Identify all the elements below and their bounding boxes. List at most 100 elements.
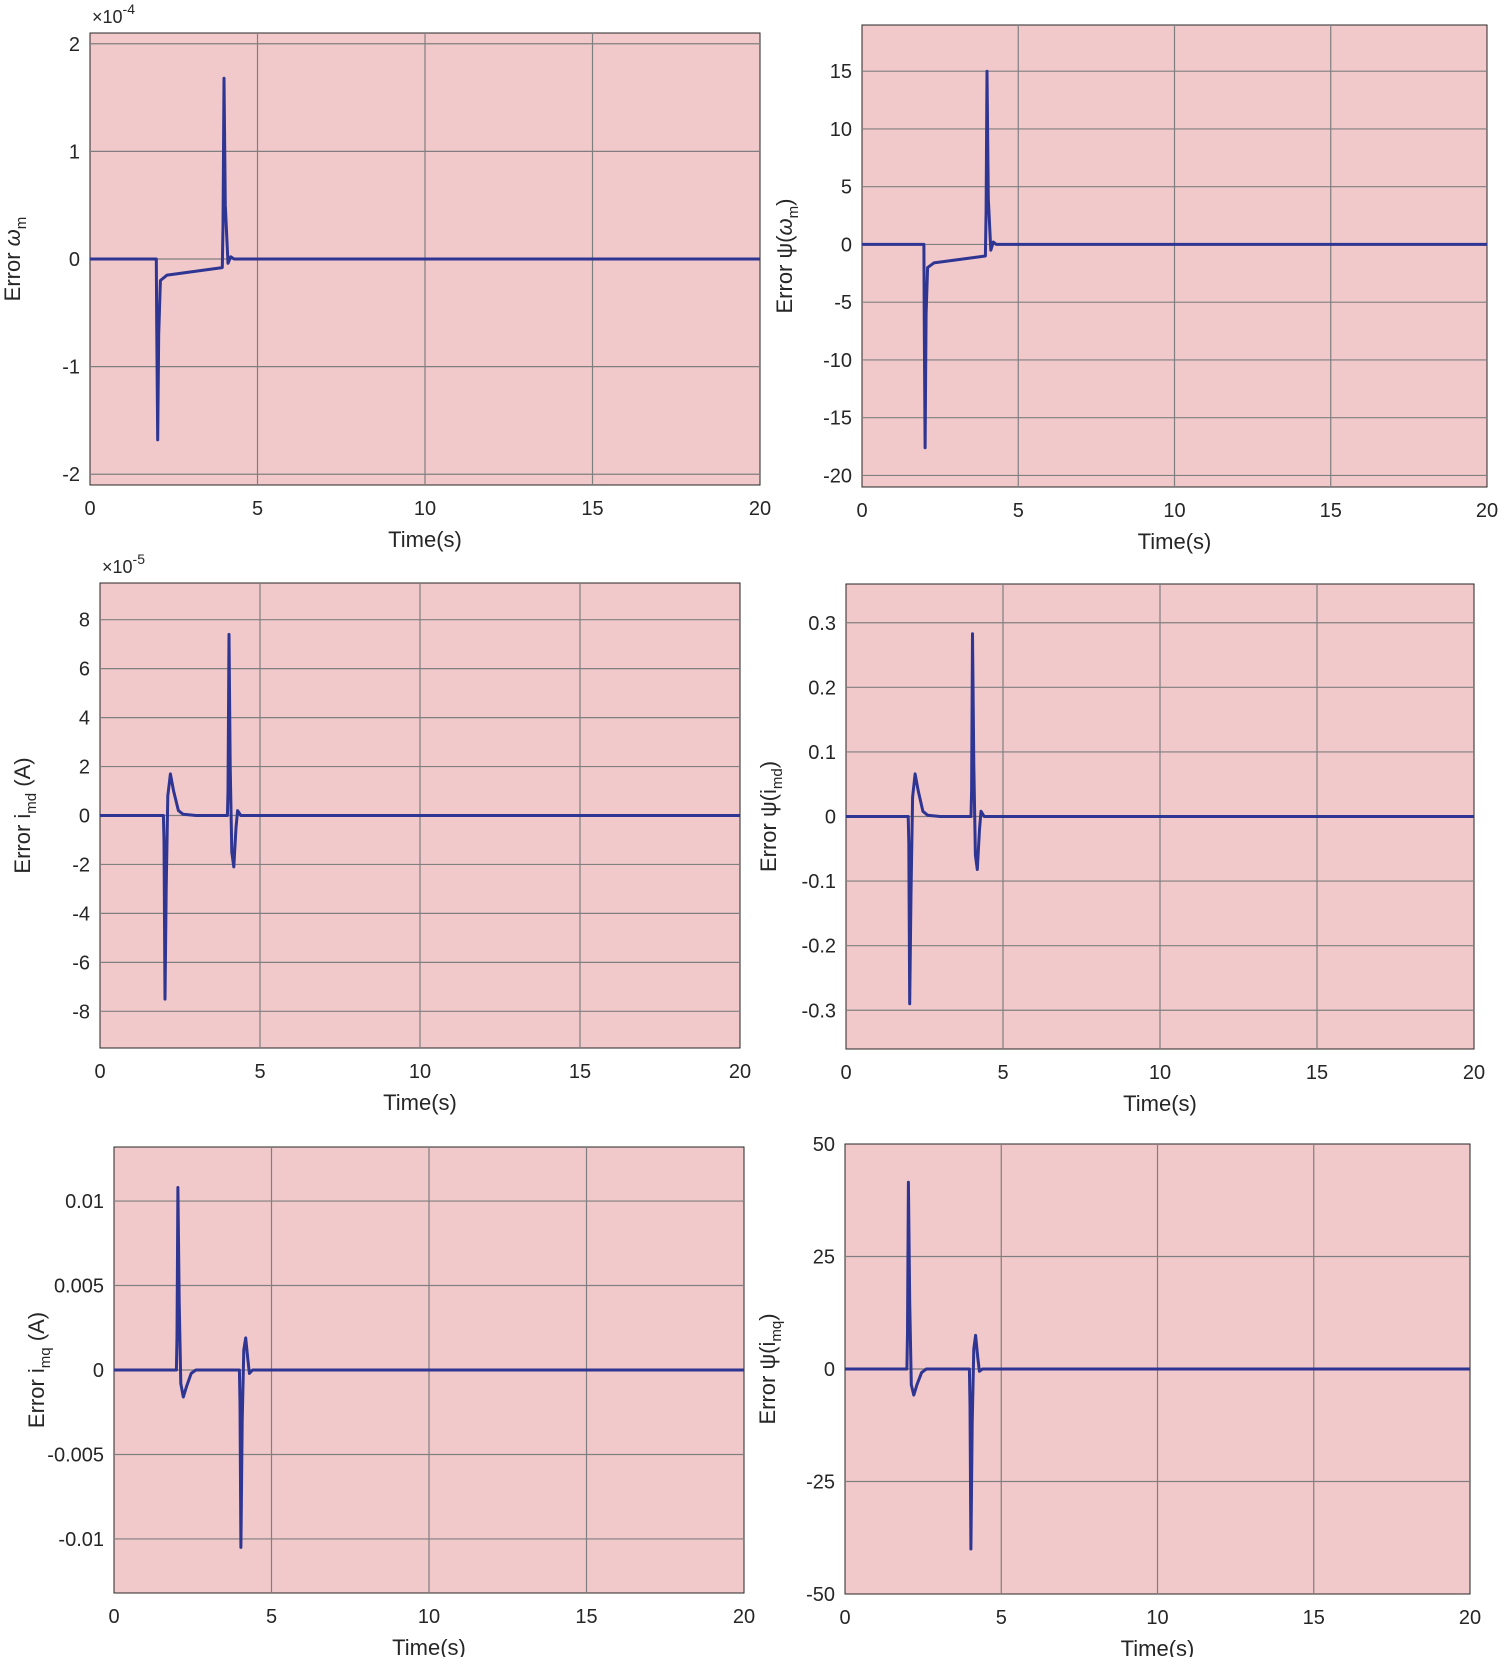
x-axis-label: Time(s) <box>392 1635 466 1657</box>
y-tick-label: 4 <box>79 708 90 730</box>
axis-multiplier: ×10-5 <box>102 551 145 577</box>
y-tick-label: -6 <box>72 952 90 974</box>
y-axis-label: Error ωm <box>0 217 30 302</box>
x-tick-label: 0 <box>94 1061 105 1083</box>
y-axis-label-symbol: ω <box>772 218 797 235</box>
y-tick-label: 0 <box>93 1360 104 1382</box>
x-axis-label: Time(s) <box>388 527 462 552</box>
x-axis-label: Time(s) <box>1123 1091 1197 1116</box>
x-tick-label: 0 <box>839 1607 850 1629</box>
chart-panel-5: 0 5 10 15 20 -0.01 -0.005 0 0.005 0.01 Time(s) Erro… <box>24 1146 755 1657</box>
y-tick-label: -0.01 <box>58 1529 104 1551</box>
x-tick-label: 0 <box>108 1606 119 1628</box>
y-tick-label: -0.3 <box>802 1000 836 1022</box>
series-line <box>100 632 740 1001</box>
axis-multiplier-base: ×10 <box>102 557 133 577</box>
chart-panel-3: 0 5 10 15 20 -8 -6 -4 -2 0 2 4 6 8 Time(s) Error imd (A… <box>10 551 751 1115</box>
x-tick-label: 15 <box>1320 500 1342 522</box>
y-tick-label: 2 <box>69 34 80 56</box>
y-tick-label: 0 <box>69 249 80 271</box>
y-tick-label: 0.01 <box>65 1191 104 1213</box>
y-axis-label-prefix: Error ψ(i <box>755 1342 780 1425</box>
y-tick-label: 15 <box>830 61 852 83</box>
axis-multiplier-base: ×10 <box>92 7 123 27</box>
y-tick-label: 0 <box>824 1359 835 1381</box>
series-line <box>862 69 1487 450</box>
y-axis-label-suffix: ) <box>772 199 797 206</box>
series-line <box>90 76 760 442</box>
x-tick-label: 10 <box>1146 1607 1168 1629</box>
y-axis-label-subscript: md <box>23 793 40 814</box>
y-tick-label: -5 <box>834 292 852 314</box>
y-tick-label: -1 <box>62 357 80 379</box>
x-tick-label: 5 <box>997 1062 1008 1084</box>
chart-panel-4: 0 5 10 15 20 -0.3 -0.2 -0.1 0 0.1 0.2 0.3 Time(s) Err… <box>756 583 1485 1116</box>
y-tick-label: 50 <box>813 1134 835 1156</box>
y-tick-label: -25 <box>806 1472 835 1494</box>
x-tick-label: 15 <box>1306 1062 1328 1084</box>
y-axis-label-subscript: md <box>769 768 786 789</box>
x-axis-label: Time(s) <box>383 1090 457 1115</box>
x-tick-label: 20 <box>733 1606 755 1628</box>
y-axis-label-prefix: Error i <box>24 1368 49 1428</box>
y-axis-label-prefix: Error <box>0 246 25 301</box>
y-tick-label: 1 <box>69 141 80 163</box>
x-tick-label: 20 <box>1463 1062 1485 1084</box>
y-axis-label-subscript: mq <box>768 1321 785 1342</box>
x-tick-label: 20 <box>729 1061 751 1083</box>
x-tick-label: 5 <box>1013 500 1024 522</box>
series-line <box>845 1180 1470 1551</box>
axis-multiplier-exponent: -5 <box>133 551 146 567</box>
x-tick-label: 15 <box>581 498 603 520</box>
y-tick-label: -15 <box>823 408 852 430</box>
y-axis-label-prefix: Error i <box>10 814 35 874</box>
y-tick-label: -2 <box>62 464 80 486</box>
y-tick-label: 25 <box>813 1247 835 1269</box>
x-tick-label: 15 <box>575 1606 597 1628</box>
y-tick-label: 2 <box>79 757 90 779</box>
x-tick-label: 20 <box>1476 500 1498 522</box>
y-tick-label: 8 <box>79 610 90 632</box>
x-tick-label: 0 <box>856 500 867 522</box>
y-axis-label-prefix: Error ψ(i <box>756 789 781 872</box>
x-tick-label: 5 <box>252 498 263 520</box>
x-tick-label: 15 <box>569 1061 591 1083</box>
y-tick-label: 10 <box>830 119 852 141</box>
x-tick-label: 5 <box>996 1607 1007 1629</box>
y-tick-label: -0.2 <box>802 936 836 958</box>
x-tick-label: 10 <box>1149 1062 1171 1084</box>
x-tick-label: 15 <box>1303 1607 1325 1629</box>
y-axis-label-subscript: mq <box>37 1347 54 1368</box>
x-tick-label: 10 <box>418 1606 440 1628</box>
x-tick-label: 10 <box>414 498 436 520</box>
chart-panel-2: 0 5 10 15 20 -20 -15 -10 -5 0 5 10 15 Time(s) Error ψ(… <box>772 24 1498 554</box>
chart-panel-6: 0 5 10 15 20 -50 -25 0 25 50 Time(s) Error ψ(imq) <box>755 1134 1481 1657</box>
y-axis-label: Error imq (A) <box>24 1312 54 1428</box>
y-tick-label: -4 <box>72 903 90 925</box>
y-tick-label: -2 <box>72 854 90 876</box>
axis-multiplier: ×10-4 <box>92 1 135 27</box>
x-tick-label: 10 <box>409 1061 431 1083</box>
y-tick-label: 0.2 <box>808 677 836 699</box>
y-axis-label-suffix: (A) <box>24 1312 49 1347</box>
y-axis-label: Error ψ(ωm) <box>772 199 802 314</box>
y-tick-label: 0 <box>825 807 836 829</box>
y-tick-label: 5 <box>841 177 852 199</box>
x-tick-label: 10 <box>1163 500 1185 522</box>
y-axis-label: Error ψ(imq) <box>755 1313 785 1424</box>
y-axis-label-subscript: m <box>785 206 802 219</box>
y-axis-label-suffix: ) <box>756 761 781 768</box>
x-tick-label: 0 <box>84 498 95 520</box>
y-axis-label-prefix: Error ψ( <box>772 235 797 314</box>
y-tick-label: 0 <box>79 806 90 828</box>
y-axis-label: Error ψ(imd) <box>756 761 786 872</box>
y-tick-label: 0.005 <box>54 1276 104 1298</box>
series-line <box>846 632 1474 1006</box>
x-tick-label: 5 <box>266 1606 277 1628</box>
y-tick-label: -0.1 <box>802 871 836 893</box>
y-tick-label: 0.3 <box>808 613 836 635</box>
y-tick-label: 6 <box>79 659 90 681</box>
y-axis-label: Error imd (A) <box>10 757 40 873</box>
series-line <box>114 1186 744 1549</box>
